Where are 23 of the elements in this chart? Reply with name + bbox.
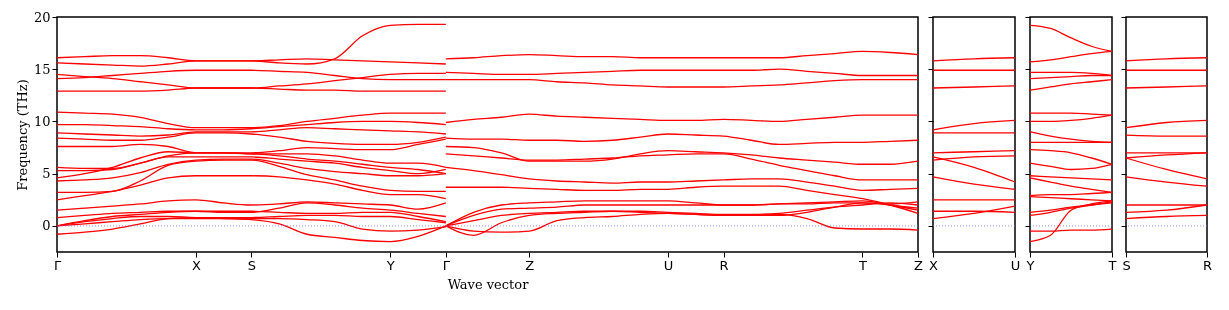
- y-axis-title: Frequency (THz): [14, 79, 30, 191]
- y-tick-label: 10: [33, 113, 51, 129]
- x-tick-label: S: [1122, 257, 1131, 273]
- x-tick-label: T: [857, 257, 867, 273]
- x-tick-label: S: [247, 257, 257, 273]
- x-tick-label: Y: [385, 257, 395, 273]
- x-tick-label: X: [191, 257, 201, 273]
- x-tick-label: Γ: [53, 257, 62, 273]
- y-tick-label: 15: [33, 61, 51, 77]
- x-tick-label: Z: [525, 257, 535, 273]
- x-tick-label: Y: [1025, 257, 1035, 273]
- x-axis-title: Wave vector: [447, 276, 530, 292]
- x-tick-label: U: [663, 257, 674, 273]
- x-tick-label: Z: [914, 257, 924, 273]
- x-tick-label: R: [1202, 257, 1213, 273]
- x-tick-label: T: [1107, 257, 1117, 273]
- x-tick-label: U: [1010, 257, 1021, 273]
- x-tick-label: Γ: [442, 257, 451, 273]
- x-tick-label: X: [929, 257, 939, 273]
- y-tick-label: 0: [42, 218, 51, 234]
- y-tick-label: 5: [42, 166, 51, 182]
- y-tick-label: 20: [33, 9, 51, 25]
- x-tick-label: R: [719, 257, 729, 273]
